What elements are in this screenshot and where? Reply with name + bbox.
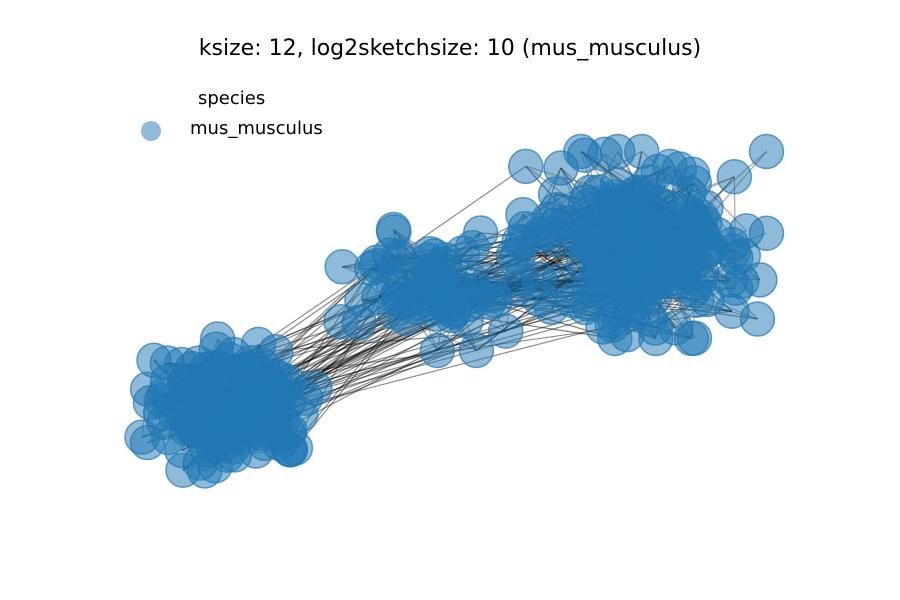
graph-node (674, 156, 711, 193)
graph-node (599, 133, 636, 170)
graph-node (477, 282, 514, 319)
graph-node (541, 262, 578, 299)
graph-node (628, 260, 665, 296)
graph-node (458, 332, 495, 369)
graph-node (712, 262, 749, 298)
graph-node (165, 452, 201, 488)
graph-node (180, 375, 216, 412)
graph-node (664, 253, 700, 290)
graph-node (454, 229, 491, 266)
graph-node (594, 307, 630, 344)
legend-title: species (198, 88, 266, 109)
graph-node (354, 250, 390, 286)
graph-nodes (124, 133, 785, 489)
graph-node (507, 148, 544, 185)
graph-node (375, 211, 412, 248)
graph-node (689, 281, 725, 318)
graph-node (487, 313, 524, 349)
graph-node (203, 418, 240, 454)
graph-node (419, 332, 456, 369)
graph-node (124, 419, 160, 455)
graph-node (748, 133, 785, 170)
graph-node (380, 276, 416, 313)
graph-node (716, 159, 753, 195)
graph-node (617, 191, 653, 228)
graph-node (324, 249, 360, 285)
graph-node (501, 223, 537, 260)
legend-label: mus_musculus (190, 118, 323, 139)
graph-node (567, 289, 603, 326)
graph-node (230, 359, 267, 396)
graph-node (571, 227, 607, 263)
legend-marker-icon (141, 121, 161, 141)
graph-node (414, 271, 451, 308)
figure-title: ksize: 12, log2sketchsize: 10 (mus_muscu… (198, 36, 702, 61)
graph-node (242, 401, 279, 438)
graph-node (341, 304, 377, 341)
graph-node (149, 345, 186, 381)
graph-node (156, 395, 193, 431)
graph-node (659, 212, 696, 248)
graph-node (584, 258, 621, 295)
